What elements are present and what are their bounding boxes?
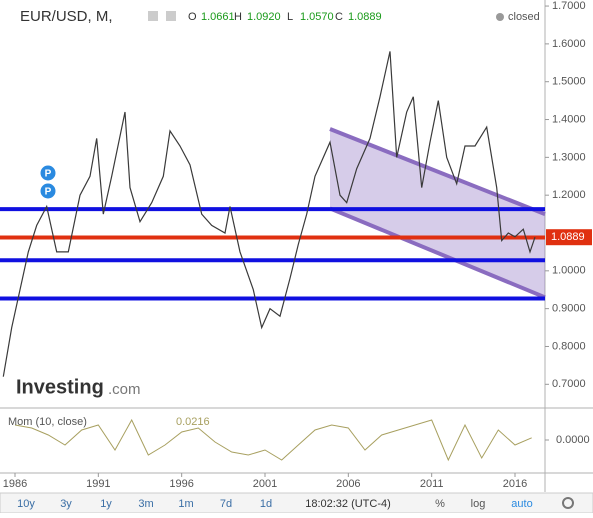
channel-line (329, 127, 546, 216)
y-tick-label: 0.7000 (552, 378, 586, 390)
x-tick-label: 2011 (420, 478, 444, 490)
scale-option[interactable]: auto (511, 498, 532, 510)
ohlc-value: 1.0570 (300, 11, 334, 23)
ohlc-key: L (287, 11, 293, 23)
event-marker-label: P (45, 187, 52, 198)
ohlc-value: 1.0889 (348, 11, 382, 23)
channel-line (329, 206, 546, 300)
y-tick-label: 0.0000 (556, 434, 590, 446)
ohlc-value: 1.0661 (201, 11, 235, 23)
scale-option[interactable]: log (471, 498, 486, 510)
price-line (14, 418, 532, 462)
x-tick-label: 1986 (3, 478, 27, 490)
range-button[interactable]: 1m (178, 498, 193, 510)
ohlc-key: H (234, 11, 242, 23)
y-tick-label: 1.6000 (552, 38, 586, 50)
y-tick-label: 1.4000 (552, 113, 586, 125)
event-marker[interactable] (39, 164, 57, 182)
bottom-toolbar (0, 492, 593, 514)
scale-option[interactable]: % (435, 498, 445, 510)
ohlc-key: C (335, 11, 343, 23)
x-tick-label: 1991 (86, 478, 110, 490)
y-tick-label: 1.2000 (552, 189, 586, 201)
range-button[interactable]: 1y (100, 498, 112, 510)
y-tick-label: 0.8000 (552, 340, 586, 352)
settings-icon[interactable] (166, 11, 176, 21)
status-dot (496, 13, 504, 21)
eye-icon[interactable] (148, 11, 158, 21)
price-line (2, 51, 536, 377)
x-tick-label: 2006 (336, 478, 360, 490)
y-tick-label: 1.5000 (552, 76, 586, 88)
y-tick-label: 1.0000 (552, 265, 586, 277)
indicator-name: Mom (10, close) (8, 416, 87, 428)
y-tick-label: 0.9000 (552, 303, 586, 315)
range-button[interactable]: 3y (60, 498, 72, 510)
last-price-tag (546, 229, 592, 246)
clock: 18:02:32 (UTC-4) (305, 498, 391, 510)
y-tick-label: 1.3000 (552, 151, 586, 163)
indicator-value: 0.0216 (176, 416, 210, 428)
x-tick-label: 2016 (503, 478, 527, 490)
y-tick-label: 1.7000 (552, 0, 586, 12)
logo-suffix: .com (108, 381, 141, 398)
range-button[interactable]: 10y (17, 498, 35, 510)
ohlc-key: O (188, 11, 197, 23)
range-button[interactable]: 3m (138, 498, 153, 510)
channel-area (330, 128, 545, 298)
symbol: EUR/USD, M, (20, 8, 113, 25)
range-button[interactable]: 7d (220, 498, 232, 510)
x-tick-label: 1996 (169, 478, 193, 490)
range-button[interactable]: 1d (260, 498, 272, 510)
logo: Investing (16, 376, 104, 398)
x-tick-label: 2001 (253, 478, 277, 490)
settings-button[interactable] (562, 497, 574, 509)
ohlc-value: 1.0920 (247, 11, 281, 23)
last-price-label: 1.0889 (551, 231, 585, 243)
market-status: closed (508, 11, 540, 23)
event-marker[interactable] (39, 182, 57, 200)
event-marker-label: P (45, 169, 52, 180)
